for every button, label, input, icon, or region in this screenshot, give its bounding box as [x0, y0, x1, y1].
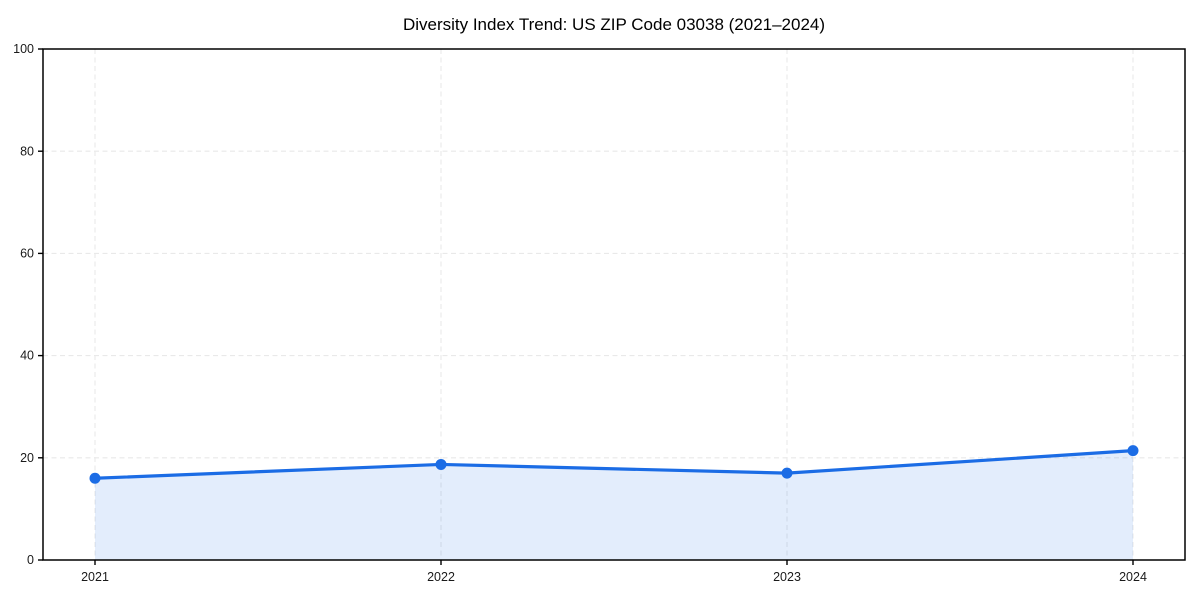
area-layer [95, 450, 1133, 560]
markers-layer [89, 445, 1139, 484]
ytick-label-100: 100 [13, 42, 34, 56]
series-line [93, 449, 1135, 480]
ytick-label-60: 60 [20, 247, 34, 261]
data-point-2021 [89, 472, 101, 484]
xtick-label-2022: 2022 [427, 570, 455, 584]
data-point-2024 [1127, 445, 1139, 457]
plot-border [42, 48, 1186, 561]
ytick-label-80: 80 [20, 144, 34, 158]
ytick-label-0: 0 [27, 553, 34, 567]
axes-layer [38, 48, 1186, 565]
ytick-label-40: 40 [20, 349, 34, 363]
data-point-2023 [781, 467, 793, 479]
xtick-label-2023: 2023 [773, 570, 801, 584]
xtick-label-2024: 2024 [1119, 570, 1147, 584]
ytick-label-20: 20 [20, 451, 34, 465]
series-area [95, 450, 1133, 560]
xtick-label-2021: 2021 [81, 570, 109, 584]
tick-labels-layer: 0 20 40 60 80 100 2021 2022 2023 2024 [13, 42, 1147, 584]
chart-title: Diversity Index Trend: US ZIP Code 03038… [403, 15, 825, 34]
data-point-2022 [435, 458, 447, 470]
line-layer [93, 449, 1135, 480]
